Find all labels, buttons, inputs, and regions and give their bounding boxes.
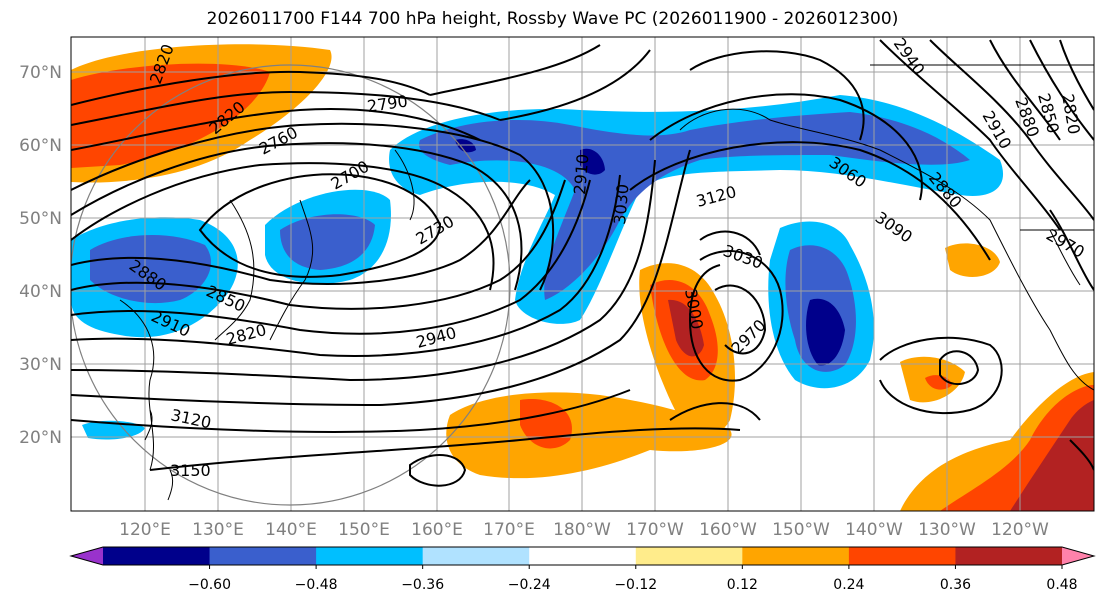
colorbar-tick-label: 0.12 (727, 577, 758, 593)
colorbar-tick-label: −0.60 (188, 577, 231, 593)
colorbar-segment (742, 547, 850, 565)
colorbar-tick-label: −0.12 (614, 577, 657, 593)
lon-label: 140°E (265, 520, 317, 540)
lon-label: 160°W (699, 520, 757, 540)
colorbar-segment (529, 547, 637, 565)
colorbar-segment (316, 547, 424, 565)
lon-label: 120°W (991, 520, 1049, 540)
lat-label: 20°N (19, 428, 62, 448)
lat-label: 40°N (19, 282, 62, 302)
colorbar-outline (69, 546, 1096, 566)
coastlines (119, 64, 1094, 501)
map-title: 2026011700 F144 700 hPa height, Rossby W… (206, 9, 899, 29)
colorbar-tick-label: −0.36 (401, 577, 444, 593)
lon-label: 170°W (626, 520, 684, 540)
lon-label: 160°E (411, 520, 463, 540)
height-contours (71, 39, 1094, 487)
lon-label: 150°E (338, 520, 390, 540)
lat-label: 70°N (19, 63, 62, 83)
contour-label: 3030 (610, 183, 632, 225)
colorbar-tick-label: −0.48 (295, 577, 338, 593)
contour-label: 3150 (170, 461, 211, 480)
colorbar-segment (955, 547, 1063, 565)
colorbar-tick-label: 0.24 (833, 577, 864, 593)
colorbar-segment (422, 547, 530, 565)
lon-label: 120°E (119, 520, 171, 540)
map-frame (70, 36, 1095, 512)
negative-anomaly-shading (71, 95, 1004, 440)
colorbar-segment (848, 547, 956, 565)
lon-label: 130°W (918, 520, 976, 540)
lon-label: 180°W (553, 520, 611, 540)
colorbar-extend-max (1062, 547, 1094, 565)
colorbar-tick-label: 0.48 (1046, 577, 1077, 593)
colorbar-extend-min (71, 547, 103, 565)
lon-label: 140°W (845, 520, 903, 540)
map-area: 2820 2820 2790 2760 2700 2730 2880 2850 … (71, 37, 1094, 511)
contour-label: 2910 (570, 153, 592, 195)
longitude-labels: 120°E 130°E 140°E 150°E 160°E 170°E 180°… (119, 520, 1049, 540)
lon-label: 170°E (483, 520, 535, 540)
lat-label: 30°N (19, 355, 62, 375)
lat-label: 50°N (19, 209, 62, 229)
lon-label: 130°E (192, 520, 244, 540)
lon-label: 150°W (772, 520, 830, 540)
colorbar-segment (209, 547, 317, 565)
colorbar-segment (103, 547, 211, 565)
lat-label: 60°N (19, 136, 62, 156)
colorbar-tick-label: 0.36 (940, 577, 971, 593)
colorbar-segment (635, 547, 743, 565)
colorbar-tick-label: −0.24 (508, 577, 551, 593)
colorbar: −0.60 −0.48 −0.36 −0.24 −0.12 0.12 0.24 0.36 0.4… (69, 546, 1096, 593)
latitude-labels: 70°N 60°N 50°N 40°N 30°N 20°N (19, 63, 62, 448)
